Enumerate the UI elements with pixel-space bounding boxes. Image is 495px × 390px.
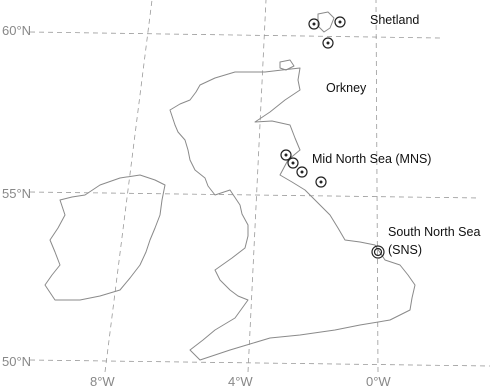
lat-line <box>29 359 491 367</box>
longitude-labels: 8°W 4°W 0°W <box>90 374 391 389</box>
site-label: Mid North Sea (MNS) <box>312 152 431 166</box>
site-label: Orkney <box>326 81 367 95</box>
sns-marker <box>371 245 385 259</box>
lat-label: 60°N <box>2 23 31 38</box>
lon-line <box>104 0 153 373</box>
shetland-islands <box>317 11 335 33</box>
site-label: South North Sea <box>388 225 480 239</box>
lon-label: 8°W <box>90 374 115 389</box>
lat-label: 55°N <box>2 186 31 201</box>
site-markers <box>280 16 385 259</box>
shetland-markers <box>308 16 346 49</box>
lat-line <box>29 191 481 199</box>
mns-markers <box>280 149 327 188</box>
site-labels: Shetland Orkney Mid North Sea (MNS) Sout… <box>312 13 480 257</box>
ireland <box>44 174 166 301</box>
lon-line <box>375 0 379 373</box>
latitude-labels: 60°N 55°N 50°N <box>2 23 31 369</box>
great-britain <box>169 67 416 361</box>
site-label: (SNS) <box>388 243 422 257</box>
lat-label: 50°N <box>2 354 31 369</box>
orkney-islands <box>279 59 295 71</box>
lat-line <box>29 31 441 39</box>
graticule <box>29 0 491 373</box>
lon-line <box>247 0 267 373</box>
lon-label: 0°W <box>366 374 391 389</box>
coastline <box>44 11 416 361</box>
lon-label: 4°W <box>228 374 253 389</box>
site-label: Shetland <box>370 13 419 27</box>
